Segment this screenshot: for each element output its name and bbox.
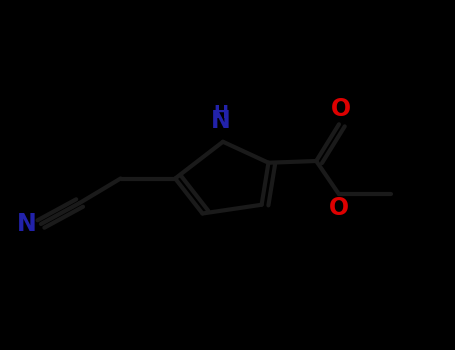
Text: H: H: [213, 105, 228, 122]
Text: O: O: [329, 196, 349, 220]
Text: N: N: [17, 212, 36, 236]
Text: O: O: [331, 97, 351, 121]
Text: N: N: [211, 109, 231, 133]
